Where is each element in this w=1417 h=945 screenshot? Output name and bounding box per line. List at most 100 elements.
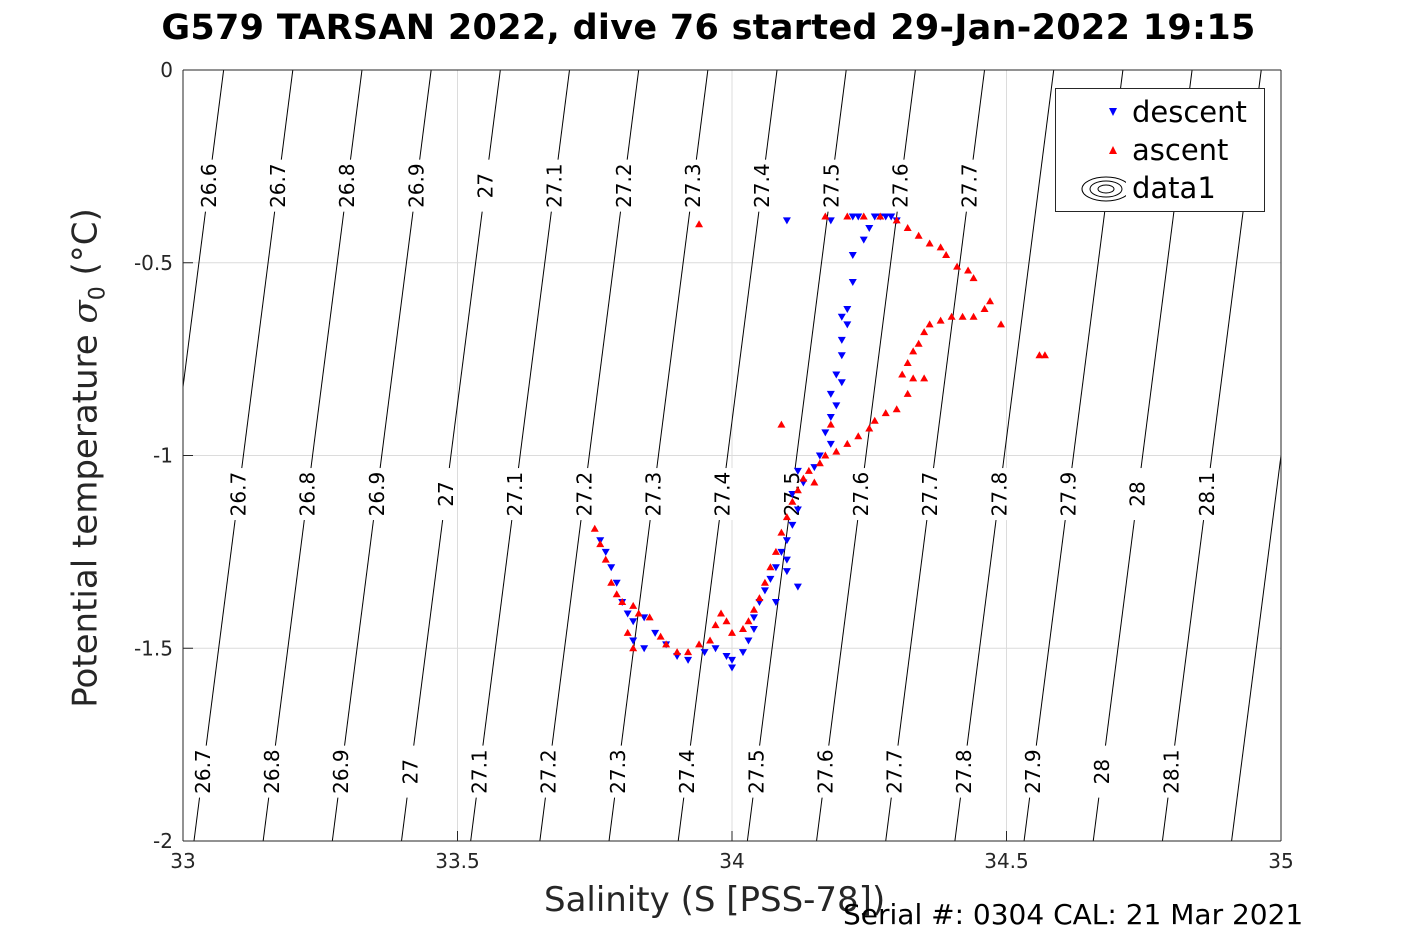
contour-label: 26.7 <box>191 749 215 794</box>
ascent-point <box>728 628 736 636</box>
contour-symbol-icon <box>1081 176 1126 202</box>
ascent-point <box>1035 351 1044 359</box>
contour-line <box>1231 451 1281 841</box>
descent-point <box>854 213 863 221</box>
contour-label: 27.1 <box>468 749 492 794</box>
contour-label-bg <box>365 468 388 521</box>
descent-point <box>815 452 824 460</box>
contour-label-bg <box>676 745 699 798</box>
descent-point <box>848 213 857 221</box>
data-points <box>590 212 1049 672</box>
ascent-point <box>656 632 665 640</box>
contour-label-bg <box>191 745 214 798</box>
descent-point <box>848 252 857 260</box>
ascent-point <box>618 597 627 605</box>
contour-label-bg <box>399 745 422 798</box>
contour-label-bg <box>266 159 289 212</box>
x-tick-label: 34 <box>719 849 744 873</box>
contour-label-bg <box>468 745 491 798</box>
ascent-point <box>755 594 764 602</box>
ascent-point <box>843 212 852 220</box>
descent-point <box>826 440 835 448</box>
ascent-point <box>892 216 901 224</box>
contour-label-bg <box>711 468 734 521</box>
descent-point <box>788 521 797 529</box>
ascent-point <box>766 563 775 571</box>
ascent-point <box>936 243 945 251</box>
descent-point <box>782 568 791 576</box>
contour-label: 27.7 <box>883 749 907 794</box>
contour-label-bg <box>537 745 560 798</box>
y-tick-label: -1.5 <box>134 636 173 660</box>
ascent-marker-icon <box>1109 146 1117 154</box>
ascent-point <box>749 605 758 613</box>
contour-label-bg <box>606 745 629 798</box>
contour-label: 27 <box>398 759 422 784</box>
contour-label: 28.1 <box>1159 749 1183 794</box>
descent-point <box>826 413 835 421</box>
ascent-point <box>799 474 808 482</box>
descent-point <box>843 321 852 329</box>
descent-marker-icon <box>1109 108 1117 116</box>
contour-label: 27 <box>473 173 497 198</box>
serial-calibration-note: Serial #: 0304 CAL: 21 Mar 2021 <box>843 898 1304 931</box>
descent-point <box>832 371 841 379</box>
ascent-point <box>777 528 786 536</box>
ascent-point <box>859 212 868 220</box>
contour-label: 27.2 <box>572 472 596 517</box>
contour-label-bg <box>261 745 284 798</box>
contour-label-bg <box>1160 745 1183 798</box>
ascent-point <box>695 220 704 228</box>
ascent-point <box>980 305 989 313</box>
contour-label: 27.1 <box>503 472 527 517</box>
y-tick-label: -1 <box>153 444 173 468</box>
descent-point <box>843 306 852 314</box>
ascent-point <box>969 274 978 282</box>
ascent-point <box>903 389 912 397</box>
descent-point <box>623 610 632 618</box>
ascent-point <box>832 447 841 455</box>
ascent-point <box>629 601 638 609</box>
contour-label: 26.9 <box>404 163 428 208</box>
ascent-point <box>645 613 654 621</box>
descent-point <box>782 537 791 545</box>
descent-point <box>793 506 802 514</box>
contour-label-bg <box>227 468 250 521</box>
contour-label: 28 <box>1090 759 1114 784</box>
ascent-point <box>898 370 907 378</box>
ascent-point <box>629 644 638 652</box>
contour-label: 27.8 <box>952 749 976 794</box>
contour-label: 28 <box>1126 481 1150 506</box>
ascent-point <box>782 513 791 521</box>
x-axis-label: Salinity (S [PSS-78]) <box>544 880 886 920</box>
contour-label: 27.5 <box>744 749 768 794</box>
contour-label: 27.9 <box>1021 749 1045 794</box>
descent-point <box>848 279 857 287</box>
ascent-point <box>804 466 813 474</box>
ascent-point <box>892 405 901 413</box>
descent-point <box>782 556 791 564</box>
contour-label: 27.4 <box>675 749 699 794</box>
contour-label-bg <box>850 468 873 521</box>
ascent-point <box>909 374 918 382</box>
descent-point <box>749 625 758 633</box>
descent-point <box>738 649 747 657</box>
contour-label: 26.9 <box>365 472 389 517</box>
contour-label-bg <box>296 468 319 521</box>
ascent-point <box>936 316 945 324</box>
contour-label: 27.1 <box>543 163 567 208</box>
legend: descent ascent data1 <box>1055 88 1265 212</box>
contour-label: 26.7 <box>266 163 290 208</box>
ascent-point <box>969 312 978 320</box>
ascent-point <box>964 266 973 274</box>
descent-point <box>837 352 846 360</box>
descent-point <box>601 548 610 556</box>
descent-point <box>865 225 874 233</box>
descent-point <box>711 645 720 653</box>
ascent-point <box>920 328 929 336</box>
descent-point <box>722 652 731 660</box>
ascent-point <box>596 540 605 548</box>
ascent-point <box>843 439 852 447</box>
contour-line <box>954 70 1055 841</box>
